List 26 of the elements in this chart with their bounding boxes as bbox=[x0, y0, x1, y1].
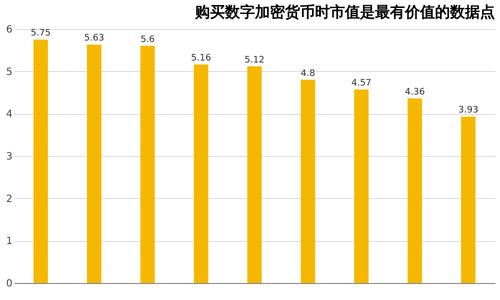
bar bbox=[194, 64, 208, 283]
data-label: 5.63 bbox=[84, 34, 104, 44]
data-label: 3.93 bbox=[458, 106, 478, 116]
bar bbox=[408, 98, 422, 283]
data-label: 5.6 bbox=[140, 34, 156, 45]
y-tick-label: 5 bbox=[6, 66, 12, 78]
bar bbox=[354, 90, 369, 283]
bar bbox=[86, 44, 102, 283]
bar bbox=[140, 46, 155, 283]
bar bbox=[247, 66, 262, 283]
bar bbox=[300, 80, 316, 283]
y-tick-label: 6 bbox=[6, 24, 12, 36]
data-label: 4.36 bbox=[404, 87, 426, 98]
data-label: 5.75 bbox=[30, 28, 51, 39]
data-label: 5.16 bbox=[191, 54, 212, 64]
bar bbox=[461, 116, 476, 283]
data-label: 4.57 bbox=[351, 78, 372, 89]
y-tick-label: 2 bbox=[6, 194, 12, 205]
bar bbox=[34, 40, 48, 283]
data-label: 4.8 bbox=[300, 68, 316, 79]
y-tick-label: 3 bbox=[6, 152, 12, 162]
data-label: 5.12 bbox=[244, 55, 265, 66]
y-tick-label: 4 bbox=[6, 109, 12, 120]
y-tick-label: 0 bbox=[6, 278, 12, 290]
y-tick-label: 1 bbox=[6, 236, 12, 248]
chart-title: 购买数字加密货币时市值是最有价值的数据点 bbox=[194, 3, 495, 21]
